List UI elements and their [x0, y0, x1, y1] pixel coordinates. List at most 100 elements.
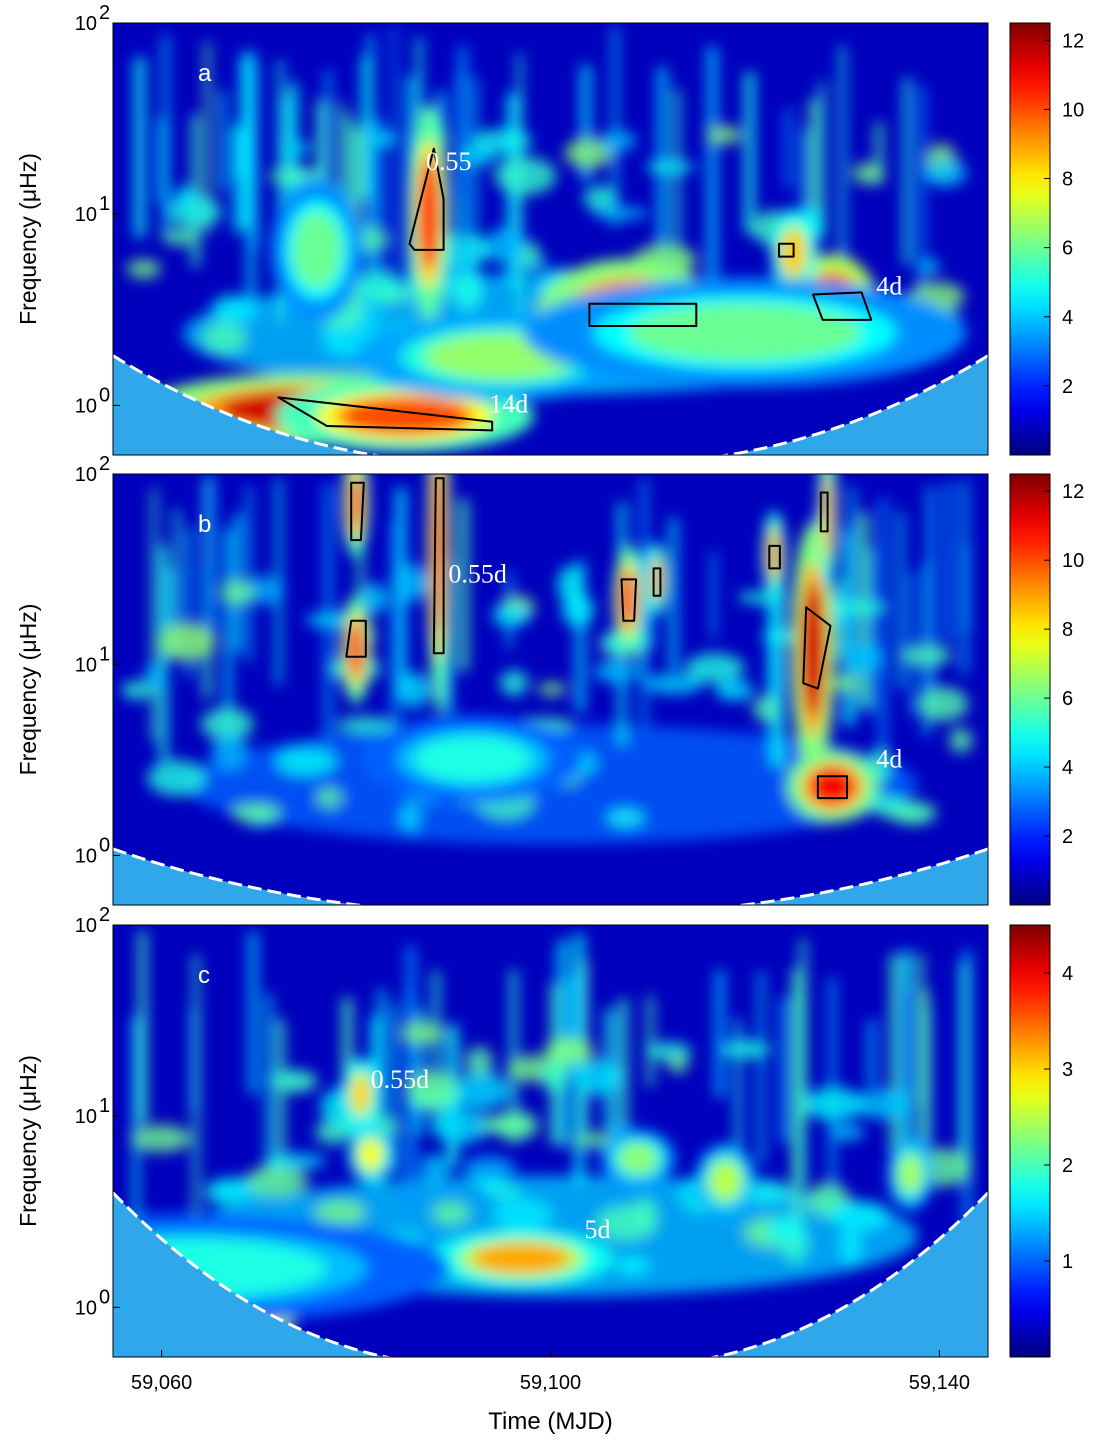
power-blob	[431, 1201, 471, 1226]
power-streak	[897, 511, 904, 689]
power-streak	[909, 572, 916, 718]
power-streak	[735, 1019, 742, 1198]
power-blob	[917, 686, 969, 722]
power-blob	[315, 787, 344, 809]
power-streak	[391, 523, 400, 749]
significance-contour	[812, 291, 873, 321]
power-blob	[211, 294, 255, 322]
power-blob	[949, 727, 973, 754]
power-streak	[640, 479, 648, 727]
coi-right	[727, 355, 988, 455]
power-streak	[367, 34, 374, 284]
power-blob	[645, 673, 704, 695]
power-streak	[277, 59, 284, 323]
colorbar-tick-label: 2	[1062, 1155, 1073, 1177]
coi-left	[113, 1192, 386, 1357]
significance-contour	[432, 477, 445, 655]
y-axis-label: Frequency (μHz)	[15, 153, 41, 325]
power-blob	[144, 663, 167, 690]
power-streak	[710, 551, 717, 639]
significance-contour	[816, 775, 848, 800]
x-axis-label: Time (MJD)	[488, 1408, 612, 1435]
power-blob	[271, 1069, 318, 1093]
power-blob	[491, 603, 530, 628]
power-streak	[246, 50, 256, 323]
power-streak	[669, 518, 678, 672]
power-blob	[126, 259, 161, 279]
colorbar-gradient	[1009, 924, 1051, 1358]
power-streak	[276, 1019, 285, 1190]
power-streak	[784, 108, 793, 189]
power-streak	[191, 114, 200, 267]
power-blob	[854, 1089, 913, 1120]
power-streak	[224, 528, 232, 752]
hotspot-core	[620, 570, 637, 629]
power-streak	[361, 56, 369, 200]
significance-contour	[345, 619, 367, 658]
power-streak	[248, 931, 258, 1095]
power-streak	[204, 475, 215, 634]
hotspot-core	[709, 1161, 742, 1200]
power-streak	[843, 529, 855, 726]
power-blob	[158, 622, 216, 661]
power-blob	[901, 644, 952, 667]
power-blob	[483, 1184, 523, 1199]
power-streak	[867, 1019, 876, 1088]
power-blob	[631, 1198, 658, 1226]
significance-contour	[652, 567, 662, 597]
cone-of-influence	[113, 847, 988, 905]
power-streak	[346, 115, 354, 258]
power-blobs	[121, 474, 973, 845]
power-blob	[583, 185, 617, 212]
power-blob	[578, 1058, 621, 1096]
y-tick-label: 10	[75, 1297, 97, 1319]
power-blob	[715, 680, 754, 701]
x-tick-label: 59,060	[131, 1372, 192, 1394]
power-blob	[463, 1155, 516, 1181]
power-blob	[594, 658, 636, 684]
y-tick-label: 10	[75, 845, 97, 867]
power-blob	[833, 675, 859, 692]
colorbar-tick-label: 4	[1062, 307, 1073, 329]
power-streak	[510, 969, 518, 1144]
y-tick-exponent: 0	[99, 834, 110, 856]
power-blob	[606, 808, 645, 828]
coi-line-right	[707, 1191, 988, 1357]
power-streak	[959, 962, 969, 1178]
colorbar-tick-label: 2	[1062, 376, 1073, 398]
power-blob	[280, 142, 313, 155]
period-annotation: 5d	[585, 1215, 611, 1244]
panel-label: c	[198, 962, 210, 989]
power-blob	[431, 1109, 490, 1144]
colorbar-tick-label: 4	[1062, 757, 1073, 779]
power-blob	[211, 733, 248, 772]
power-streak	[866, 547, 875, 715]
power-blob	[130, 1124, 192, 1153]
colorbar-tick-label: 3	[1062, 1059, 1073, 1081]
power-blob	[392, 563, 428, 603]
power-streak	[159, 544, 168, 761]
power-streak	[792, 968, 802, 1228]
power-blob	[358, 269, 401, 304]
power-blob	[399, 802, 421, 833]
power-streak	[839, 46, 846, 322]
power-streak	[232, 129, 243, 180]
power-blob	[400, 1021, 444, 1045]
y-tick-label: 10	[75, 915, 97, 937]
power-blob	[499, 670, 529, 696]
power-streak	[458, 46, 468, 203]
y-tick-label: 10	[75, 13, 97, 35]
power-streak	[417, 1007, 424, 1135]
hotspot-core	[628, 303, 862, 362]
power-blob	[752, 695, 779, 722]
power-streak	[919, 989, 930, 1138]
power-streak	[138, 930, 147, 1123]
heatmap-area	[113, 474, 988, 905]
power-streak	[647, 996, 654, 1087]
x-tick-label: 59,140	[909, 1372, 970, 1394]
hotspot-core	[292, 211, 342, 289]
power-blob	[614, 1256, 651, 1275]
power-streak	[944, 482, 953, 643]
power-streak	[164, 566, 176, 660]
